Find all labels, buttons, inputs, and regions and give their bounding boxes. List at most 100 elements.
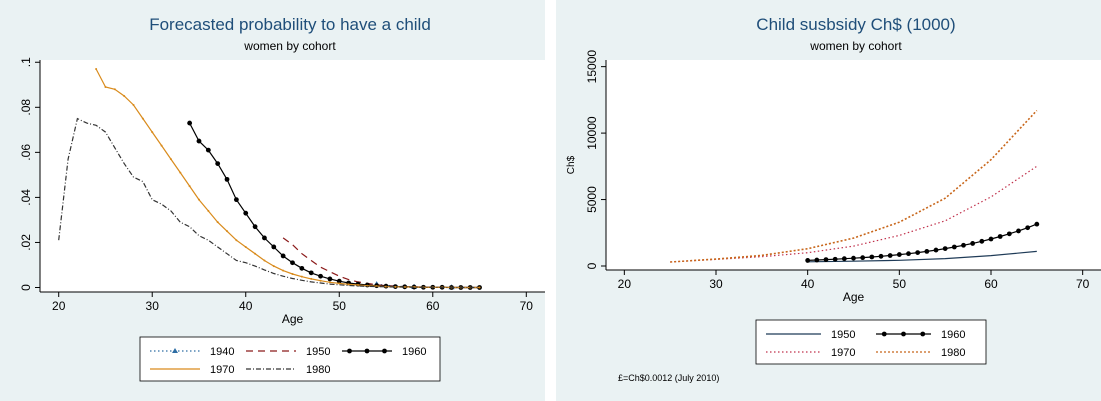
- legend-item-1980: 1980: [876, 347, 965, 359]
- data-point: [290, 260, 295, 266]
- series-line-1950: [807, 250, 1037, 263]
- data-point: [860, 255, 866, 261]
- data-point: [942, 246, 948, 252]
- series-line-1970: [95, 68, 480, 289]
- plot-area: [606, 60, 1101, 270]
- legend-key-marker: [901, 331, 906, 337]
- data-point: [244, 245, 247, 248]
- y-tick-label: 0: [19, 284, 33, 291]
- x-tick-label: 60: [426, 299, 440, 313]
- series-line-1980: [670, 109, 1038, 263]
- data-point: [141, 117, 144, 120]
- data-point: [196, 138, 202, 144]
- data-point: [951, 244, 957, 250]
- data-point: [262, 235, 267, 241]
- x-axis-label: Age: [282, 312, 304, 326]
- x-tick-label: 70: [520, 299, 534, 313]
- series-1950: [282, 237, 480, 289]
- y-axis-label: Ch$: [566, 155, 577, 174]
- data-point: [887, 253, 893, 258]
- data-point: [327, 276, 333, 282]
- data-point: [188, 185, 191, 188]
- legend-box: [139, 336, 441, 382]
- legend-key-marker: [172, 348, 178, 353]
- data-point: [988, 236, 994, 242]
- data-point: [233, 197, 239, 203]
- subsidy-chart: Child susbsidy Ch$ (1000) women by cohort…: [566, 15, 1101, 383]
- legend-item-1960: 1960: [876, 329, 965, 341]
- data-point: [896, 252, 902, 257]
- x-tick-label: 20: [618, 277, 632, 291]
- data-point: [933, 247, 939, 253]
- y-tick-label: .1: [19, 57, 33, 67]
- data-point: [338, 282, 341, 285]
- x-tick-label: 30: [709, 277, 723, 291]
- y-tick-label: .04: [19, 189, 33, 206]
- data-point: [478, 286, 481, 289]
- y-tick-label: 15000: [585, 50, 599, 84]
- data-point: [243, 210, 249, 216]
- y-tick-label: 5000: [585, 186, 599, 213]
- data-point: [272, 265, 275, 268]
- data-point: [308, 270, 314, 276]
- data-point: [271, 244, 277, 250]
- data-point: [347, 283, 350, 286]
- data-point: [805, 258, 811, 263]
- data-point: [104, 86, 107, 89]
- data-point: [187, 120, 193, 126]
- x-tick-label: 30: [146, 299, 160, 313]
- legend-item-1950: 1950: [766, 329, 855, 341]
- data-point: [336, 278, 342, 284]
- data-point: [970, 241, 976, 246]
- series-1960: [805, 221, 1040, 263]
- data-point: [906, 251, 911, 257]
- data-point: [169, 158, 172, 161]
- right-chart-panel: Child susbsidy Ch$ (1000) women by cohort…: [556, 0, 1101, 401]
- data-point: [979, 238, 985, 244]
- legend-label: 1960: [941, 329, 965, 341]
- legend-label: 1980: [306, 364, 330, 376]
- y-tick-label: 0: [585, 262, 599, 269]
- left-chart-panel: Forecasted probability to have a child wo…: [0, 0, 545, 401]
- series-line-1950: [282, 237, 480, 289]
- y-tick-label: .08: [19, 99, 33, 116]
- y-tick-label: .06: [19, 144, 33, 161]
- data-point: [123, 95, 126, 98]
- legend-label: 1950: [831, 329, 855, 341]
- data-point: [299, 265, 305, 271]
- data-point: [113, 88, 116, 91]
- x-axis-label: Age: [843, 290, 865, 304]
- data-point: [310, 277, 313, 280]
- y-tick-label: 10000: [585, 116, 599, 150]
- x-tick-label: 20: [52, 299, 66, 313]
- legend-item-1970: 1970: [150, 364, 234, 376]
- x-tick-label: 50: [333, 299, 347, 313]
- legend-key-marker: [364, 348, 370, 354]
- data-point: [1006, 231, 1012, 237]
- legend-label: 1980: [941, 347, 965, 359]
- data-point: [179, 171, 182, 174]
- series-1950: [807, 250, 1037, 263]
- legend-label: 1950: [306, 346, 330, 358]
- data-point: [216, 221, 219, 224]
- legend-item-1960: 1960: [342, 346, 426, 358]
- data-point: [869, 254, 875, 260]
- data-point: [997, 234, 1003, 239]
- data-point: [328, 281, 331, 284]
- data-point: [151, 131, 154, 134]
- data-point: [814, 257, 820, 263]
- data-point: [224, 176, 230, 182]
- data-point: [319, 279, 322, 282]
- chart-subtitle: women by cohort: [243, 39, 336, 53]
- legend-box: [755, 319, 987, 365]
- data-point: [235, 239, 238, 242]
- data-point: [280, 253, 286, 259]
- legend-label: 1940: [210, 346, 234, 358]
- chart-title: Child susbsidy Ch$ (1000): [756, 15, 955, 34]
- data-point: [851, 255, 856, 261]
- data-point: [961, 242, 966, 248]
- data-point: [291, 272, 294, 275]
- legend-label: 1960: [402, 346, 426, 358]
- data-point: [1016, 228, 1021, 234]
- data-point: [205, 147, 211, 153]
